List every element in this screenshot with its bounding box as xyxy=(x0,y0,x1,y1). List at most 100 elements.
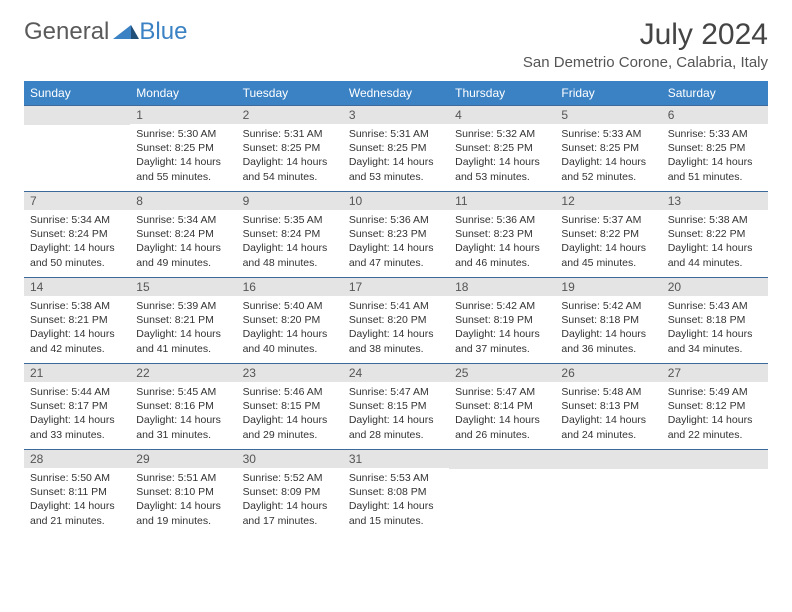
day-number: 7 xyxy=(24,192,130,210)
calendar-day-cell: 16Sunrise: 5:40 AMSunset: 8:20 PMDayligh… xyxy=(237,278,343,364)
day-details: Sunrise: 5:39 AMSunset: 8:21 PMDaylight:… xyxy=(130,296,236,360)
day-number: 12 xyxy=(555,192,661,210)
day-number: 21 xyxy=(24,364,130,382)
day-details: Sunrise: 5:38 AMSunset: 8:22 PMDaylight:… xyxy=(662,210,768,274)
calendar-day-cell: 27Sunrise: 5:49 AMSunset: 8:12 PMDayligh… xyxy=(662,364,768,450)
calendar-day-cell: 25Sunrise: 5:47 AMSunset: 8:14 PMDayligh… xyxy=(449,364,555,450)
day-number: 23 xyxy=(237,364,343,382)
calendar-day-cell: 22Sunrise: 5:45 AMSunset: 8:16 PMDayligh… xyxy=(130,364,236,450)
calendar-day-cell xyxy=(662,450,768,536)
day-details: Sunrise: 5:50 AMSunset: 8:11 PMDaylight:… xyxy=(24,468,130,532)
weekday-header: Saturday xyxy=(662,81,768,106)
calendar-table: SundayMondayTuesdayWednesdayThursdayFrid… xyxy=(24,81,768,536)
day-details: Sunrise: 5:53 AMSunset: 8:08 PMDaylight:… xyxy=(343,468,449,532)
day-number: 5 xyxy=(555,106,661,124)
day-number: 4 xyxy=(449,106,555,124)
calendar-week-row: 28Sunrise: 5:50 AMSunset: 8:11 PMDayligh… xyxy=(24,450,768,536)
day-details: Sunrise: 5:42 AMSunset: 8:19 PMDaylight:… xyxy=(449,296,555,360)
day-number: 24 xyxy=(343,364,449,382)
calendar-day-cell: 21Sunrise: 5:44 AMSunset: 8:17 PMDayligh… xyxy=(24,364,130,450)
day-number: 17 xyxy=(343,278,449,296)
calendar-day-cell: 4Sunrise: 5:32 AMSunset: 8:25 PMDaylight… xyxy=(449,106,555,192)
day-number: 16 xyxy=(237,278,343,296)
day-number: 14 xyxy=(24,278,130,296)
logo-text-general: General xyxy=(24,18,109,46)
day-number: 11 xyxy=(449,192,555,210)
day-details: Sunrise: 5:31 AMSunset: 8:25 PMDaylight:… xyxy=(237,124,343,188)
day-details: Sunrise: 5:43 AMSunset: 8:18 PMDaylight:… xyxy=(662,296,768,360)
day-number: 13 xyxy=(662,192,768,210)
day-number: 26 xyxy=(555,364,661,382)
calendar-day-cell: 1Sunrise: 5:30 AMSunset: 8:25 PMDaylight… xyxy=(130,106,236,192)
day-number: 29 xyxy=(130,450,236,468)
day-details: Sunrise: 5:46 AMSunset: 8:15 PMDaylight:… xyxy=(237,382,343,446)
day-details: Sunrise: 5:30 AMSunset: 8:25 PMDaylight:… xyxy=(130,124,236,188)
logo-text-blue: Blue xyxy=(139,18,187,46)
calendar-day-cell: 24Sunrise: 5:47 AMSunset: 8:15 PMDayligh… xyxy=(343,364,449,450)
calendar-week-row: 7Sunrise: 5:34 AMSunset: 8:24 PMDaylight… xyxy=(24,192,768,278)
calendar-body: 1Sunrise: 5:30 AMSunset: 8:25 PMDaylight… xyxy=(24,106,768,536)
day-number: 31 xyxy=(343,450,449,468)
day-details: Sunrise: 5:41 AMSunset: 8:20 PMDaylight:… xyxy=(343,296,449,360)
day-details: Sunrise: 5:47 AMSunset: 8:14 PMDaylight:… xyxy=(449,382,555,446)
calendar-day-cell: 30Sunrise: 5:52 AMSunset: 8:09 PMDayligh… xyxy=(237,450,343,536)
day-number: 15 xyxy=(130,278,236,296)
location: San Demetrio Corone, Calabria, Italy xyxy=(523,54,768,71)
empty-day-number xyxy=(555,450,661,469)
weekday-header: Friday xyxy=(555,81,661,106)
day-details: Sunrise: 5:34 AMSunset: 8:24 PMDaylight:… xyxy=(130,210,236,274)
day-number: 8 xyxy=(130,192,236,210)
day-number: 2 xyxy=(237,106,343,124)
calendar-day-cell xyxy=(449,450,555,536)
weekday-header: Tuesday xyxy=(237,81,343,106)
day-number: 6 xyxy=(662,106,768,124)
day-details: Sunrise: 5:48 AMSunset: 8:13 PMDaylight:… xyxy=(555,382,661,446)
day-number: 19 xyxy=(555,278,661,296)
title-block: July 2024 San Demetrio Corone, Calabria,… xyxy=(523,18,768,77)
day-details: Sunrise: 5:49 AMSunset: 8:12 PMDaylight:… xyxy=(662,382,768,446)
calendar-day-cell xyxy=(24,106,130,192)
calendar-week-row: 21Sunrise: 5:44 AMSunset: 8:17 PMDayligh… xyxy=(24,364,768,450)
calendar-day-cell: 20Sunrise: 5:43 AMSunset: 8:18 PMDayligh… xyxy=(662,278,768,364)
day-number: 25 xyxy=(449,364,555,382)
day-number: 9 xyxy=(237,192,343,210)
calendar-week-row: 14Sunrise: 5:38 AMSunset: 8:21 PMDayligh… xyxy=(24,278,768,364)
day-number: 3 xyxy=(343,106,449,124)
day-number: 18 xyxy=(449,278,555,296)
calendar-day-cell: 23Sunrise: 5:46 AMSunset: 8:15 PMDayligh… xyxy=(237,364,343,450)
weekday-header: Thursday xyxy=(449,81,555,106)
day-details: Sunrise: 5:33 AMSunset: 8:25 PMDaylight:… xyxy=(662,124,768,188)
day-number: 27 xyxy=(662,364,768,382)
calendar-day-cell: 3Sunrise: 5:31 AMSunset: 8:25 PMDaylight… xyxy=(343,106,449,192)
calendar-day-cell: 10Sunrise: 5:36 AMSunset: 8:23 PMDayligh… xyxy=(343,192,449,278)
day-details: Sunrise: 5:33 AMSunset: 8:25 PMDaylight:… xyxy=(555,124,661,188)
calendar-day-cell: 9Sunrise: 5:35 AMSunset: 8:24 PMDaylight… xyxy=(237,192,343,278)
weekday-header-row: SundayMondayTuesdayWednesdayThursdayFrid… xyxy=(24,81,768,106)
calendar-day-cell: 17Sunrise: 5:41 AMSunset: 8:20 PMDayligh… xyxy=(343,278,449,364)
day-details: Sunrise: 5:40 AMSunset: 8:20 PMDaylight:… xyxy=(237,296,343,360)
day-details: Sunrise: 5:36 AMSunset: 8:23 PMDaylight:… xyxy=(343,210,449,274)
day-number: 1 xyxy=(130,106,236,124)
calendar-day-cell: 31Sunrise: 5:53 AMSunset: 8:08 PMDayligh… xyxy=(343,450,449,536)
calendar-day-cell: 26Sunrise: 5:48 AMSunset: 8:13 PMDayligh… xyxy=(555,364,661,450)
calendar-day-cell: 28Sunrise: 5:50 AMSunset: 8:11 PMDayligh… xyxy=(24,450,130,536)
calendar-day-cell: 13Sunrise: 5:38 AMSunset: 8:22 PMDayligh… xyxy=(662,192,768,278)
day-details: Sunrise: 5:31 AMSunset: 8:25 PMDaylight:… xyxy=(343,124,449,188)
day-number: 22 xyxy=(130,364,236,382)
empty-day-number xyxy=(662,450,768,469)
day-details: Sunrise: 5:35 AMSunset: 8:24 PMDaylight:… xyxy=(237,210,343,274)
calendar-day-cell: 12Sunrise: 5:37 AMSunset: 8:22 PMDayligh… xyxy=(555,192,661,278)
empty-day-number xyxy=(449,450,555,469)
day-details: Sunrise: 5:38 AMSunset: 8:21 PMDaylight:… xyxy=(24,296,130,360)
day-number: 10 xyxy=(343,192,449,210)
day-number: 28 xyxy=(24,450,130,468)
calendar-day-cell: 5Sunrise: 5:33 AMSunset: 8:25 PMDaylight… xyxy=(555,106,661,192)
logo: General Blue xyxy=(24,18,187,46)
month-title: July 2024 xyxy=(523,18,768,52)
day-details: Sunrise: 5:52 AMSunset: 8:09 PMDaylight:… xyxy=(237,468,343,532)
weekday-header: Wednesday xyxy=(343,81,449,106)
day-details: Sunrise: 5:37 AMSunset: 8:22 PMDaylight:… xyxy=(555,210,661,274)
day-details: Sunrise: 5:51 AMSunset: 8:10 PMDaylight:… xyxy=(130,468,236,532)
calendar-day-cell: 15Sunrise: 5:39 AMSunset: 8:21 PMDayligh… xyxy=(130,278,236,364)
day-number: 30 xyxy=(237,450,343,468)
